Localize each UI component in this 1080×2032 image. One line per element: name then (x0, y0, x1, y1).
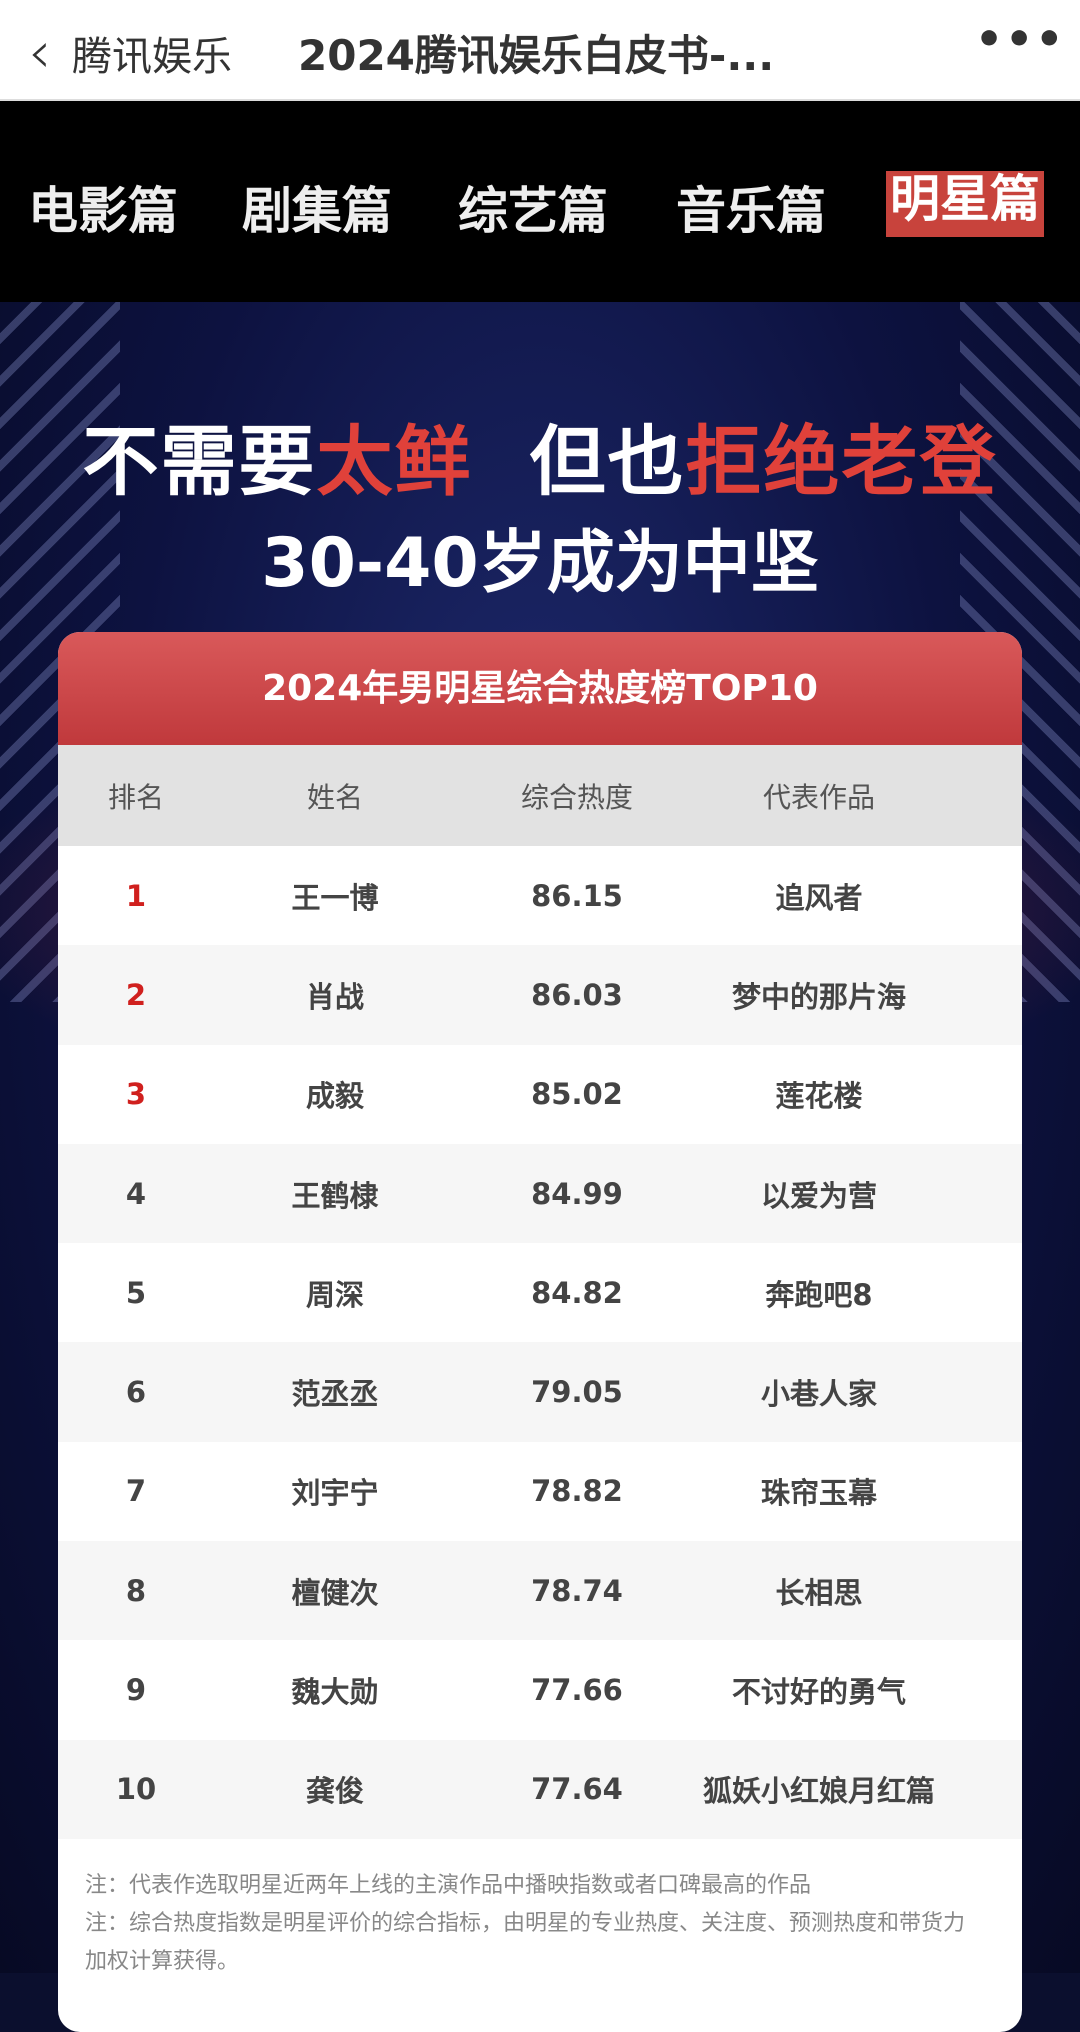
cell-rank: 3 (125, 1077, 147, 1112)
table-title: 2024年男明星综合热度榜TOP10 (58, 632, 1022, 745)
cell-heat-score: 86.15 (531, 878, 623, 913)
table-row: 3 成毅 85.02 莲花楼 (58, 1045, 1022, 1144)
cell-representative-work: 追风者 (775, 880, 863, 915)
cell-rank: 10 (115, 1772, 157, 1807)
footnote: 注：综合热度指数是明星评价的综合指标，由明星的专业热度、关注度、预测热度和带货力… (85, 1910, 966, 1974)
cell-rank: 7 (125, 1474, 147, 1509)
cell-heat-score: 86.03 (531, 977, 623, 1012)
tab-music[interactable]: 音乐篇 (676, 182, 826, 240)
cell-name: 王鹤棣 (291, 1178, 379, 1213)
table-row: 4 王鹤棣 84.99 以爱为营 (58, 1143, 1022, 1244)
cell-rank: 6 (125, 1375, 147, 1410)
table-row: 7 刘宇宁 78.82 珠帘玉幕 (58, 1442, 1022, 1541)
headline-highlight: 拒绝老登 (685, 417, 998, 506)
col-header: 姓名 (306, 780, 363, 814)
cell-heat-score: 84.82 (531, 1275, 623, 1310)
cell-name: 刘宇宁 (291, 1476, 379, 1511)
cell-name: 成毅 (305, 1079, 364, 1114)
cell-representative-work: 莲花楼 (775, 1079, 863, 1114)
tab-movie[interactable]: 电影篇 (28, 182, 178, 240)
ellipsis-icon[interactable]: ••• (975, 14, 1066, 65)
cell-name: 周深 (305, 1277, 364, 1312)
table-row: 6 范丞丞 79.05 小巷人家 (58, 1342, 1022, 1442)
tab-variety[interactable]: 综艺篇 (458, 182, 608, 240)
cell-heat-score: 85.02 (531, 1077, 623, 1112)
col-header: 代表作品 (762, 780, 875, 814)
col-header: 排名 (107, 780, 164, 814)
chevron-left-icon[interactable]: ‹ (28, 18, 52, 86)
cell-rank: 1 (125, 878, 147, 913)
footnote: 注：代表作选取明星近两年上线的主演作品中播映指数或者口碑最高的作品 (85, 1872, 812, 1898)
headline-highlight: 太鲜 (316, 417, 473, 506)
cell-representative-work: 以爱为营 (760, 1178, 877, 1213)
cell-heat-score: 79.05 (531, 1375, 623, 1410)
cell-heat-score: 84.99 (531, 1176, 623, 1211)
cell-name: 魏大勋 (291, 1675, 379, 1710)
cell-heat-score: 77.64 (531, 1772, 623, 1807)
tab-series[interactable]: 剧集篇 (242, 182, 392, 240)
headline: 不需要太鲜 但也拒绝老登 (0, 400, 1080, 510)
cell-representative-work: 珠帘玉幕 (760, 1476, 877, 1511)
cell-name: 龚俊 (305, 1774, 364, 1809)
cell-heat-score: 78.82 (531, 1474, 623, 1509)
cell-representative-work: 奔跑吧8 (765, 1277, 873, 1312)
cell-representative-work: 长相思 (775, 1575, 863, 1610)
cell-rank: 9 (125, 1673, 147, 1708)
cell-name: 肖战 (305, 979, 364, 1014)
cell-representative-work: 梦中的那片海 (731, 979, 906, 1014)
table-header-row: 排名 姓名 综合热度 代表作品 (58, 745, 1022, 846)
table-row: 1 王一博 86.15 追风者 (58, 846, 1022, 945)
table-row: 8 檀健次 78.74 长相思 (58, 1541, 1022, 1641)
source-name[interactable]: 腾讯娱乐 (72, 34, 232, 80)
table-row: 2 肖战 86.03 梦中的那片海 (58, 945, 1022, 1045)
ranking-card: 2024年男明星综合热度榜TOP10 排名 姓名 综合热度 代表作品 1 王一博 8… (58, 632, 1022, 2032)
page-title: 2024腾讯娱乐白皮书-... (298, 31, 775, 80)
cell-rank: 5 (125, 1275, 147, 1310)
cell-heat-score: 77.66 (531, 1673, 623, 1708)
cell-rank: 4 (125, 1176, 147, 1211)
table-row: 5 周深 84.82 奔跑吧8 (58, 1243, 1022, 1342)
cell-representative-work: 狐妖小红娘月红篇 (702, 1774, 935, 1809)
top-bar: ‹ 腾讯娱乐 2024腾讯娱乐白皮书-... ••• (0, 0, 1080, 101)
category-tabs: 电影篇 剧集篇 综艺篇 音乐篇 明星篇 (0, 101, 1080, 302)
cell-heat-score: 78.74 (531, 1573, 623, 1608)
cell-representative-work: 不讨好的勇气 (731, 1675, 906, 1710)
cell-name: 王一博 (291, 880, 379, 915)
tab-star[interactable]: 明星篇 (886, 171, 1044, 237)
cell-rank: 2 (125, 977, 147, 1012)
subheadline: 30-40岁成为中坚 (261, 524, 819, 603)
table-row: 10 龚俊 77.64 狐妖小红娘月红篇 (58, 1739, 1022, 1839)
footnotes: 注：代表作选取明星近两年上线的主演作品中播映指数或者口碑最高的作品 注：综合热度… (58, 1839, 1022, 1981)
table-row: 9 魏大勋 77.66 不讨好的勇气 (58, 1640, 1022, 1739)
cell-name: 范丞丞 (291, 1377, 379, 1412)
cell-name: 檀健次 (291, 1575, 379, 1610)
headline-part: 但也 (472, 417, 686, 506)
cell-rank: 8 (125, 1573, 147, 1608)
cell-representative-work: 小巷人家 (760, 1377, 877, 1412)
headline-part: 不需要 (82, 417, 317, 506)
col-header: 综合热度 (520, 780, 633, 814)
